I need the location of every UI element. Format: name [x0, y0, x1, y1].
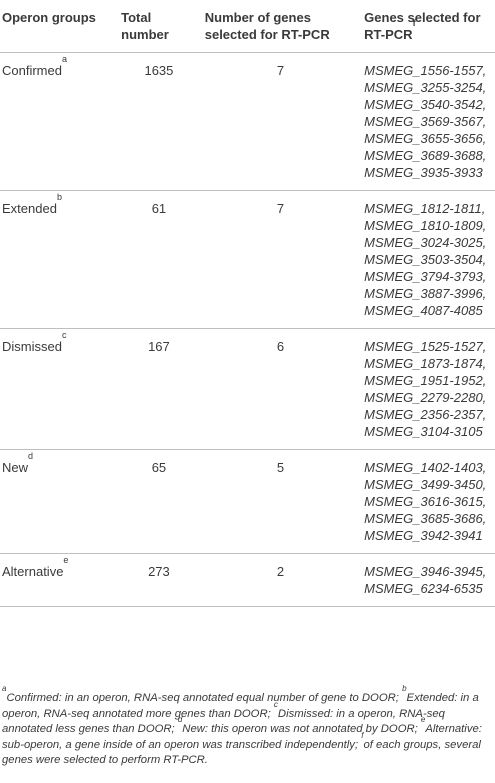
footnote-marker: e: [63, 555, 69, 565]
footnote-marker: b: [56, 192, 62, 202]
header-operon-groups: Operon groups: [0, 0, 118, 53]
gene-entry: MSMEG_2279-2280,: [364, 390, 487, 405]
footnote-marker: d: [28, 451, 34, 461]
gene-entry: MSMEG_3024-3025,: [364, 235, 487, 250]
gene-entry: MSMEG_3104-3105: [364, 424, 483, 439]
genes-selected-cell: MSMEG_1402-1403, MSMEG_3499-3450, MSMEG_36…: [360, 449, 495, 554]
footnote-marker: c: [61, 330, 67, 340]
operon-group-cell: Dismissedc: [0, 328, 118, 450]
gene-entry: MSMEG_3685-3686,: [364, 511, 487, 526]
header-number-selected: Number of genes selected for RT-PCR: [200, 0, 361, 53]
operon-group-name: Dismissed: [2, 339, 62, 354]
table-row: Newd 65 5 MSMEG_1402-1403, MSMEG_3499-3450, M…: [0, 449, 495, 554]
gene-entry: MSMEG_3946-3945,: [364, 564, 487, 579]
gene-entry: MSMEG_3255-3254,: [364, 80, 487, 95]
operon-group-name: New: [2, 460, 29, 475]
gene-entry: MSMEG_3794-3793,: [364, 269, 487, 284]
gene-entry: MSMEG_1810-1809,: [364, 218, 487, 233]
header-total-number: Total number: [117, 0, 201, 53]
gene-entry: MSMEG_1556-1557,: [364, 63, 487, 78]
table-row: Confirmeda 1635 7 MSMEG_1556-1557, MSMEG_325…: [0, 52, 495, 191]
gene-entry: MSMEG_1402-1403,: [364, 460, 487, 475]
num-selected-cell: 7: [200, 190, 361, 329]
num-selected-cell: 2: [200, 553, 361, 607]
operon-table: Operon groups Total number Number of gene…: [0, 0, 495, 607]
gene-entry: MSMEG_6234-6535: [364, 581, 483, 596]
operon-group-name: Alternative: [2, 564, 64, 579]
gene-entry: MSMEG_3935-3933: [364, 165, 483, 180]
total-number-cell: 1635: [117, 52, 201, 191]
table-header: Operon groups Total number Number of gene…: [0, 0, 495, 53]
genes-selected-cell: MSMEG_3946-3945, MSMEG_6234-6535: [360, 553, 495, 607]
table-row: Extendedb 61 7 MSMEG_1812-1811, MSMEG_1810-1…: [0, 190, 495, 329]
table-row: Alternativee 273 2 MSMEG_3946-3945, MSMEG_62…: [0, 553, 495, 607]
genes-selected-cell: MSMEG_1556-1557, MSMEG_3255-3254, MSMEG_35…: [360, 52, 495, 191]
operon-group-cell: Newd: [0, 449, 118, 554]
operon-group-name: Confirmed: [2, 63, 62, 78]
num-selected-cell: 7: [200, 52, 361, 191]
footnote-marker: a: [61, 54, 67, 64]
gene-entry: MSMEG_3655-3656,: [364, 131, 487, 146]
gene-entry: MSMEG_1873-1874,: [364, 356, 487, 371]
table-row: Dismissedc 167 6 MSMEG_1525-1527, MSMEG_1873…: [0, 328, 495, 450]
gene-entry: MSMEG_1951-1952,: [364, 373, 487, 388]
gene-entry: MSMEG_3942-3941: [364, 528, 483, 543]
gene-entry: MSMEG_3616-3615,: [364, 494, 487, 509]
total-number-cell: 61: [117, 190, 201, 329]
gene-entry: MSMEG_1812-1811,: [364, 201, 486, 216]
gene-entry: MSMEG_3499-3450,: [364, 477, 487, 492]
gene-entry: MSMEG_2356-2357,: [364, 407, 487, 422]
gene-entry: MSMEG_3540-3542,: [364, 97, 487, 112]
operon-group-cell: Extendedb: [0, 190, 118, 329]
operon-group-cell: Alternativee: [0, 553, 118, 607]
gene-entry: MSMEG_4087-4085: [364, 303, 483, 318]
total-number-cell: 65: [117, 449, 201, 554]
total-number-cell: 273: [117, 553, 201, 607]
table-footnote: aConfirmed: in an operon, RNA-seq annota…: [2, 684, 482, 767]
gene-entry: MSMEG_1525-1527,: [364, 339, 487, 354]
header-genes-selected: Genes selected for RT-PCRf: [360, 0, 495, 53]
operon-group-cell: Confirmeda: [0, 52, 118, 191]
gene-entry: MSMEG_3503-3504,: [364, 252, 487, 267]
genes-selected-cell: MSMEG_1525-1527, MSMEG_1873-1874, MSMEG_19…: [360, 328, 495, 450]
gene-entry: MSMEG_3689-3688,: [364, 148, 487, 163]
genes-selected-cell: MSMEG_1812-1811, MSMEG_1810-1809, MSMEG_30…: [360, 190, 495, 329]
operon-group-name: Extended: [2, 201, 57, 216]
num-selected-cell: 6: [200, 328, 361, 450]
gene-entry: MSMEG_3569-3567,: [364, 114, 487, 129]
num-selected-cell: 5: [200, 449, 361, 554]
table-body: Confirmeda 1635 7 MSMEG_1556-1557, MSMEG_325…: [0, 52, 495, 607]
gene-entry: MSMEG_3887-3996,: [364, 286, 487, 301]
total-number-cell: 167: [117, 328, 201, 450]
header-row: Operon groups Total number Number of gene…: [0, 0, 495, 53]
